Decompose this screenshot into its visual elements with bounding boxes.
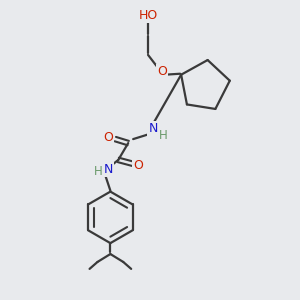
Text: H: H: [158, 129, 167, 142]
Text: N: N: [148, 122, 158, 135]
Text: O: O: [157, 65, 167, 78]
Text: N: N: [104, 163, 113, 176]
Text: O: O: [103, 130, 113, 144]
Text: HO: HO: [138, 9, 158, 22]
Text: H: H: [94, 165, 103, 178]
Text: O: O: [133, 159, 143, 172]
